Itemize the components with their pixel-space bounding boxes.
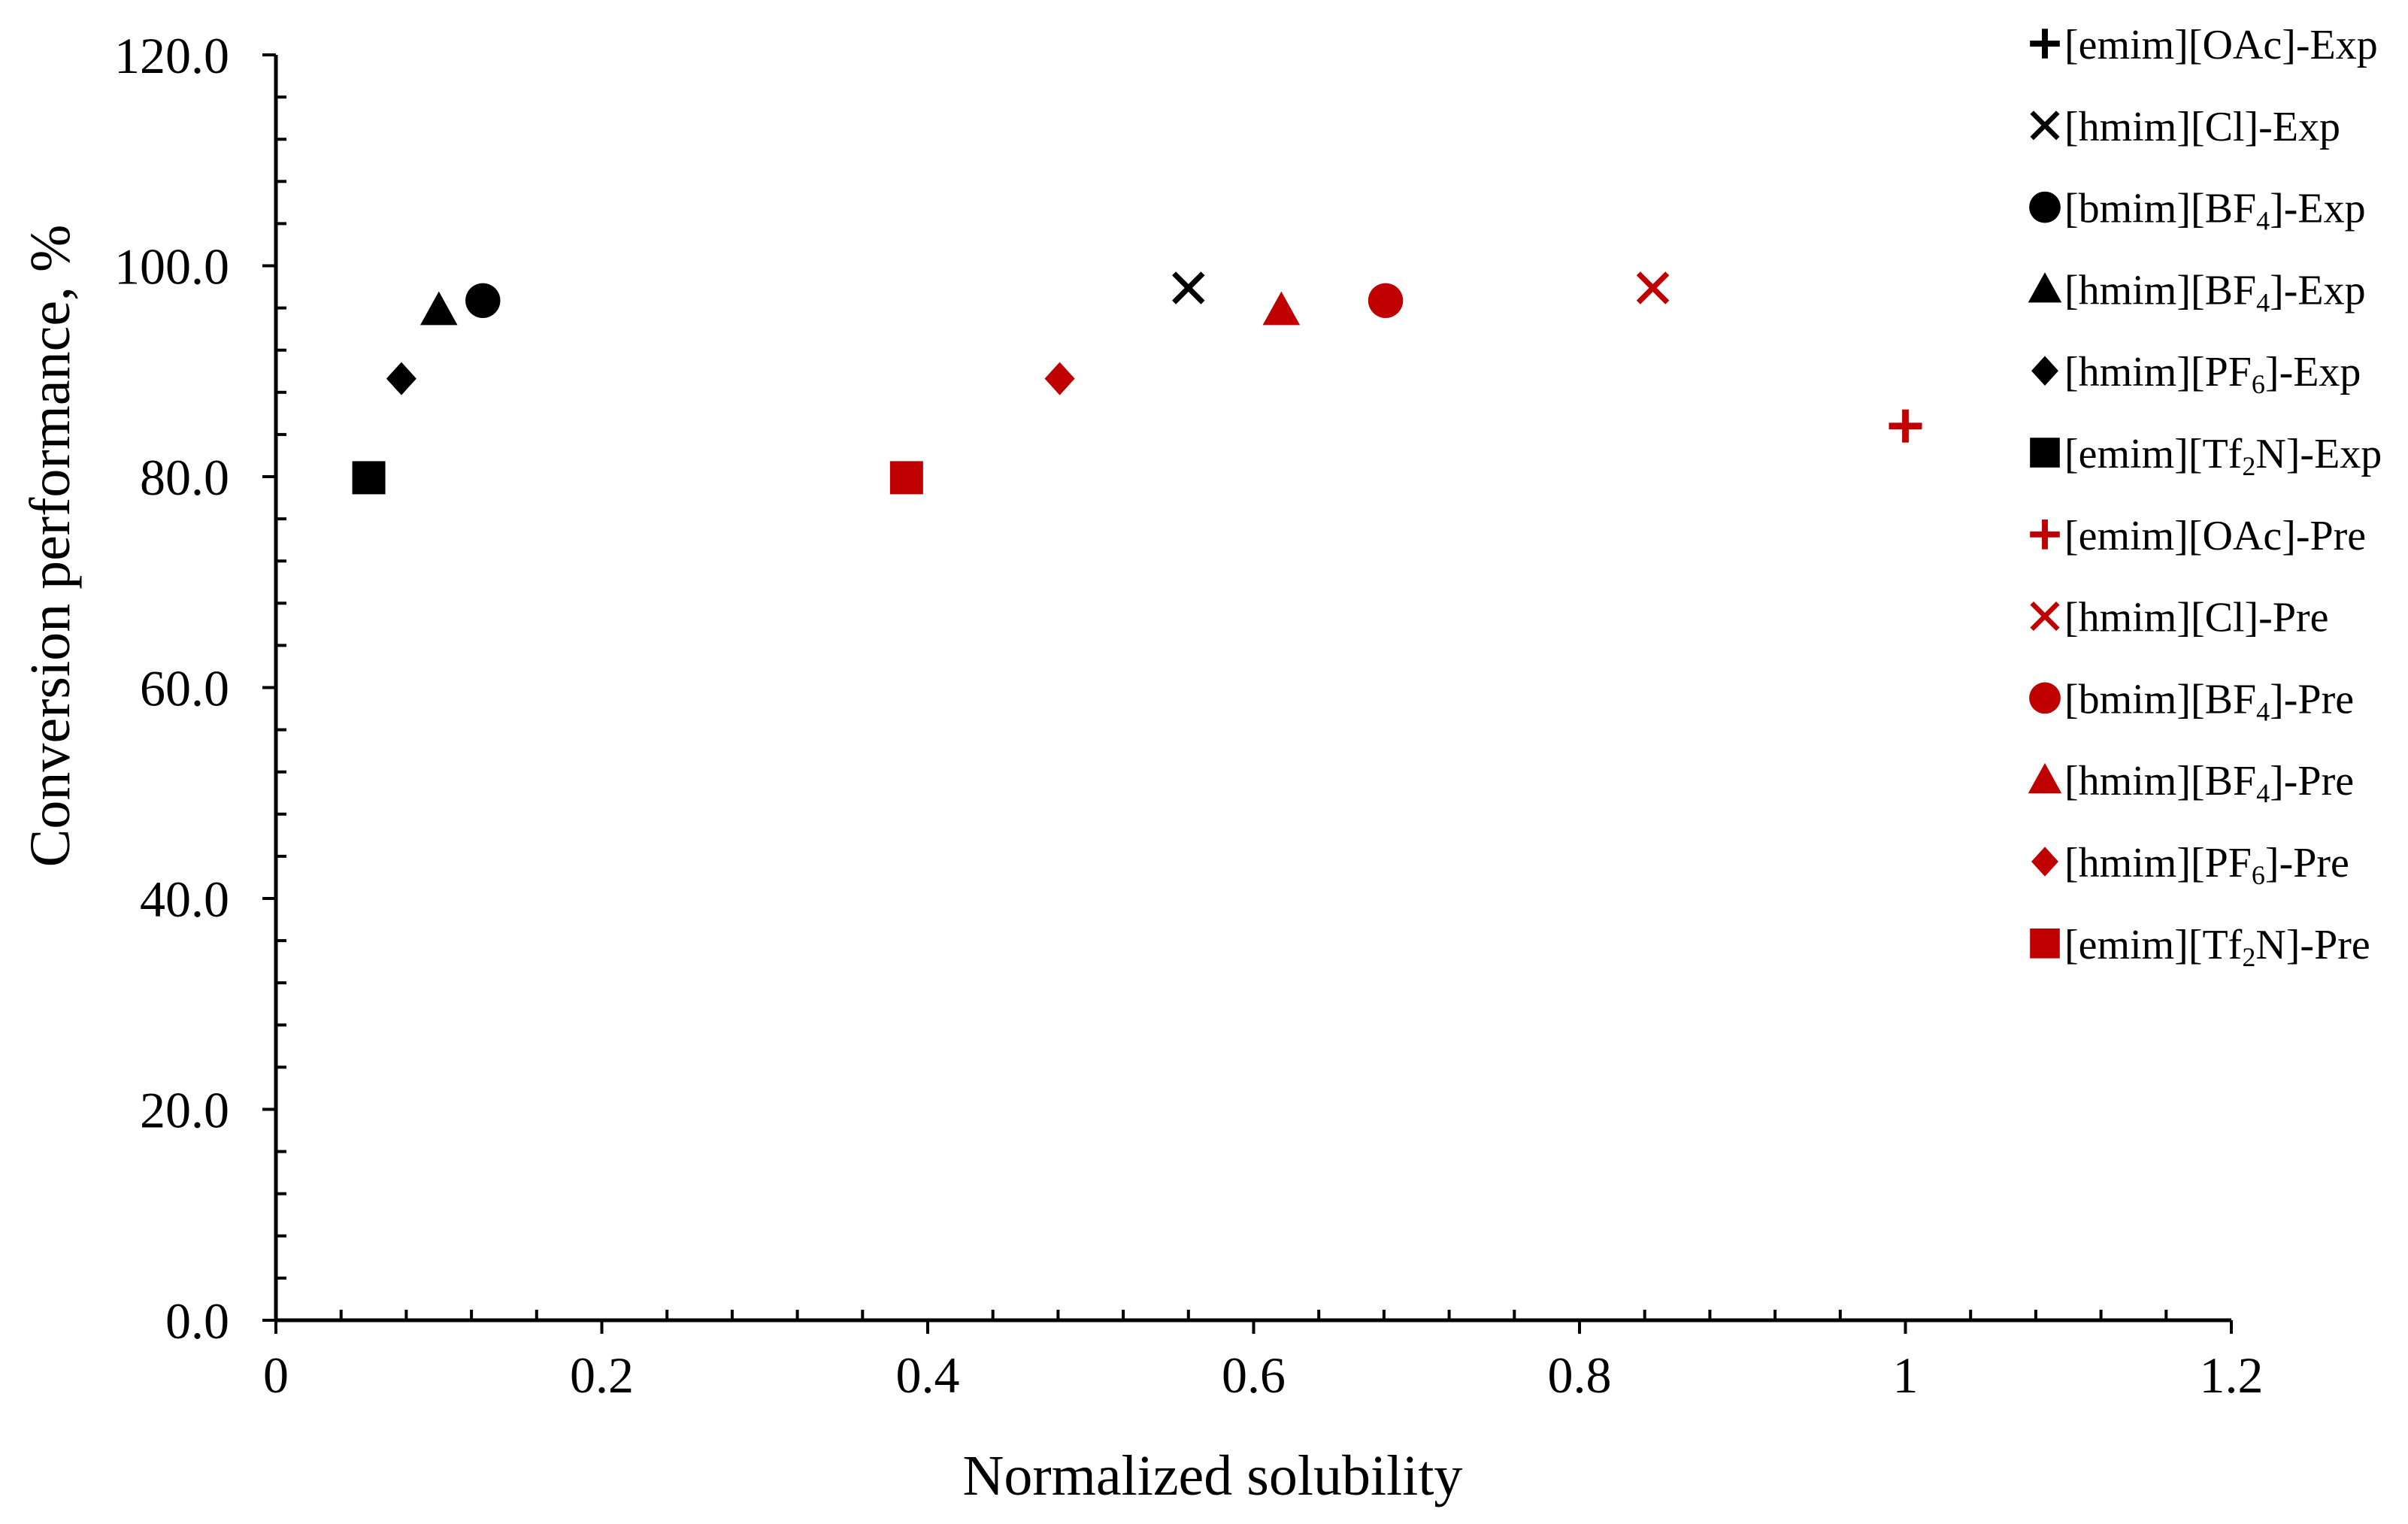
- x-tick-label: 1: [1893, 1347, 1919, 1404]
- legend-label: [hmim][BF4]-Exp: [2064, 267, 2366, 317]
- legend-label: [emim][OAc]-Exp: [2064, 22, 2378, 68]
- y-tick-label: 0.0: [165, 1292, 229, 1350]
- legend-item: [bmim][BF4]-Exp: [2029, 186, 2366, 236]
- legend-marker: [2030, 111, 2060, 141]
- legend-marker: [2030, 438, 2060, 468]
- legend-item: [emim][Tf2N]-Exp: [2030, 431, 2382, 481]
- x-axis-title: Normalized solubility: [963, 1444, 1463, 1507]
- data-point: [1044, 362, 1075, 395]
- y-tick-label: 120.0: [114, 27, 229, 84]
- legend: [emim][OAc]-Exp [hmim][Cl]-Exp [bmim][BF4]…: [2028, 22, 2382, 972]
- x-axis: 0 0.2 0.4 0.6 0.8 1 1.2: [263, 1310, 2264, 1404]
- legend-item: [hmim][PF6]-Pre: [2031, 840, 2349, 890]
- x-tick-label: 0.2: [570, 1347, 634, 1404]
- data-point: [1262, 291, 1301, 326]
- y-tick-label: 80.0: [140, 449, 229, 506]
- data-point: [1368, 283, 1404, 318]
- legend-marker: [2030, 520, 2060, 550]
- data-point: [352, 461, 386, 495]
- data-point: [1889, 409, 1922, 443]
- legend-marker: [2028, 272, 2062, 303]
- legend-label: [emim][OAc]-Pre: [2064, 513, 2366, 559]
- x-tick-label: 0.6: [1222, 1347, 1286, 1404]
- y-tick-label: 20.0: [140, 1082, 229, 1139]
- legend-label: [emim][Tf2N]-Pre: [2064, 922, 2370, 972]
- legend-marker: [2029, 682, 2061, 714]
- x-tick-label: 0.4: [896, 1347, 960, 1404]
- legend-label: [hmim][BF4]-Pre: [2064, 758, 2354, 808]
- data-point: [1636, 271, 1670, 304]
- y-tick-label: 60.0: [140, 660, 229, 717]
- y-tick-label: 40.0: [140, 871, 229, 928]
- legend-item: [bmim][BF4]-Pre: [2029, 676, 2354, 726]
- legend-item: [hmim][Cl]-Pre: [2030, 595, 2328, 641]
- legend-item: [emim][OAc]-Exp: [2030, 22, 2378, 68]
- data-points: [352, 271, 1922, 495]
- data-point: [386, 362, 416, 395]
- legend-label: [hmim][Cl]-Pre: [2064, 595, 2328, 641]
- legend-label: [emim][Tf2N]-Exp: [2064, 431, 2382, 481]
- legend-marker: [2029, 191, 2061, 223]
- x-tick-label: 0: [263, 1347, 289, 1404]
- legend-label: [hmim][PF6]-Exp: [2064, 349, 2361, 399]
- legend-label: [bmim][BF4]-Pre: [2064, 676, 2354, 726]
- data-point: [420, 291, 458, 326]
- legend-marker: [2028, 762, 2062, 794]
- legend-item: [hmim][BF4]-Exp: [2028, 267, 2366, 317]
- legend-marker: [2030, 929, 2060, 959]
- legend-label: [hmim][PF6]-Pre: [2064, 840, 2349, 890]
- data-point: [889, 461, 923, 495]
- legend-marker: [2030, 29, 2060, 59]
- legend-item: [hmim][PF6]-Exp: [2031, 349, 2361, 399]
- legend-marker: [2030, 601, 2060, 632]
- y-tick-label: 100.0: [114, 238, 229, 295]
- data-point: [465, 283, 501, 318]
- y-axis: 0.0 20.0 40.0 60.0 80.0 100.0 120.0: [114, 27, 286, 1350]
- x-tick-label: 0.8: [1548, 1347, 1612, 1404]
- x-tick-label: 1.2: [2200, 1347, 2264, 1404]
- y-axis-title: Conversion performance, %: [19, 225, 82, 868]
- legend-item: [hmim][Cl]-Exp: [2030, 104, 2340, 150]
- legend-item: [hmim][BF4]-Pre: [2028, 758, 2354, 808]
- legend-item: [emim][Tf2N]-Pre: [2030, 922, 2370, 972]
- legend-label: [bmim][BF4]-Exp: [2064, 186, 2366, 236]
- legend-marker: [2031, 847, 2058, 877]
- legend-marker: [2031, 356, 2058, 386]
- data-point: [1172, 271, 1205, 304]
- legend-item: [emim][OAc]-Pre: [2030, 513, 2366, 559]
- legend-label: [hmim][Cl]-Exp: [2064, 104, 2340, 150]
